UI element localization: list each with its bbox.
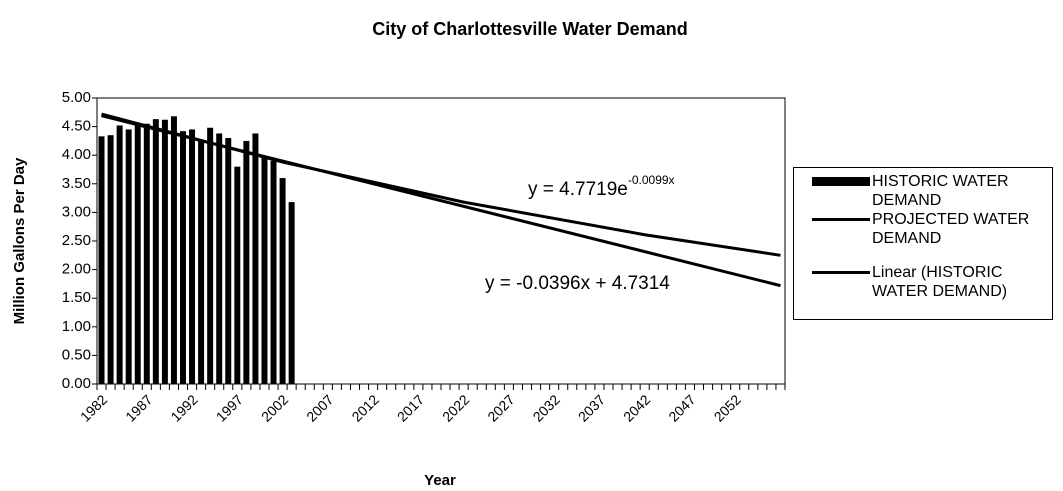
- x-tick-label: 2027: [484, 391, 517, 424]
- bar: [279, 178, 286, 384]
- x-tick-label: 2012: [349, 391, 382, 424]
- x-tick-label: 2032: [530, 391, 563, 424]
- bar: [152, 119, 159, 384]
- y-tick-label: 0.00: [62, 375, 91, 392]
- x-tick-label: 1987: [122, 391, 155, 424]
- y-tick-label: 2.00: [62, 261, 91, 278]
- y-axis-title: Million Gallons Per Day: [11, 157, 28, 324]
- x-tick-label: 2037: [575, 391, 608, 424]
- bar: [261, 158, 268, 384]
- bar: [225, 138, 232, 384]
- bar: [234, 166, 241, 384]
- bar: [170, 116, 177, 384]
- legend-swatch: [812, 271, 870, 274]
- bar: [98, 136, 105, 384]
- y-tick-label: 5.00: [62, 89, 91, 106]
- bar: [198, 140, 205, 384]
- x-tick-label: 1997: [213, 391, 246, 424]
- x-tick-label: 2052: [711, 391, 744, 424]
- y-tick-label: 1.50: [62, 289, 91, 306]
- annotation-text: y = 4.7719e: [528, 179, 628, 200]
- y-tick-label: 0.50: [62, 346, 91, 363]
- chart-title: City of Charlottesville Water Demand: [372, 19, 687, 39]
- bar: [134, 123, 141, 385]
- bar: [270, 160, 277, 384]
- x-tick-label: 1982: [77, 391, 110, 424]
- legend-label: Linear (HISTORIC WATER DEMAND): [872, 264, 1008, 300]
- legend-label: PROJECTED WATER DEMAND: [872, 211, 1030, 247]
- y-tick-label: 1.00: [62, 318, 91, 335]
- y-tick-label: 2.50: [62, 232, 91, 249]
- legend-swatch: [812, 177, 870, 186]
- legend-label: HISTORIC WATER DEMAND: [872, 173, 1009, 209]
- x-tick-label: 2002: [258, 391, 291, 424]
- bar: [252, 133, 259, 384]
- y-tick-label: 4.00: [62, 146, 91, 163]
- bar: [288, 202, 295, 384]
- bar: [180, 131, 186, 384]
- x-tick-label: 2017: [394, 391, 427, 424]
- y-tick-label: 3.50: [62, 175, 91, 192]
- bar: [207, 127, 214, 384]
- line: [101, 114, 781, 288]
- x-tick-label: 1992: [167, 391, 200, 424]
- bar: [216, 133, 223, 384]
- x-tick-label: 2047: [665, 391, 698, 424]
- bar: [161, 119, 168, 385]
- bar: [189, 129, 196, 384]
- x-tick-label: 2042: [620, 391, 653, 424]
- x-axis-title: Year: [424, 472, 456, 489]
- bar: [243, 140, 250, 384]
- annotation: y = 4.7719e-0.0099x: [528, 173, 675, 200]
- legend-swatch: [812, 218, 870, 221]
- y-tick-label: 4.50: [62, 118, 91, 135]
- y-tick-label: 3.00: [62, 203, 91, 220]
- bar: [107, 135, 114, 384]
- annotation-superscript: -0.0099x: [628, 173, 675, 187]
- bar: [143, 123, 150, 385]
- bar: [125, 129, 132, 384]
- annotation: y = -0.0396x + 4.7314: [485, 273, 670, 294]
- x-tick-label: 2007: [303, 391, 336, 424]
- bar: [116, 125, 123, 385]
- x-tick-label: 2022: [439, 391, 472, 424]
- legend: HISTORIC WATER DEMAND PROJECTED WATER DEM…: [793, 167, 1053, 320]
